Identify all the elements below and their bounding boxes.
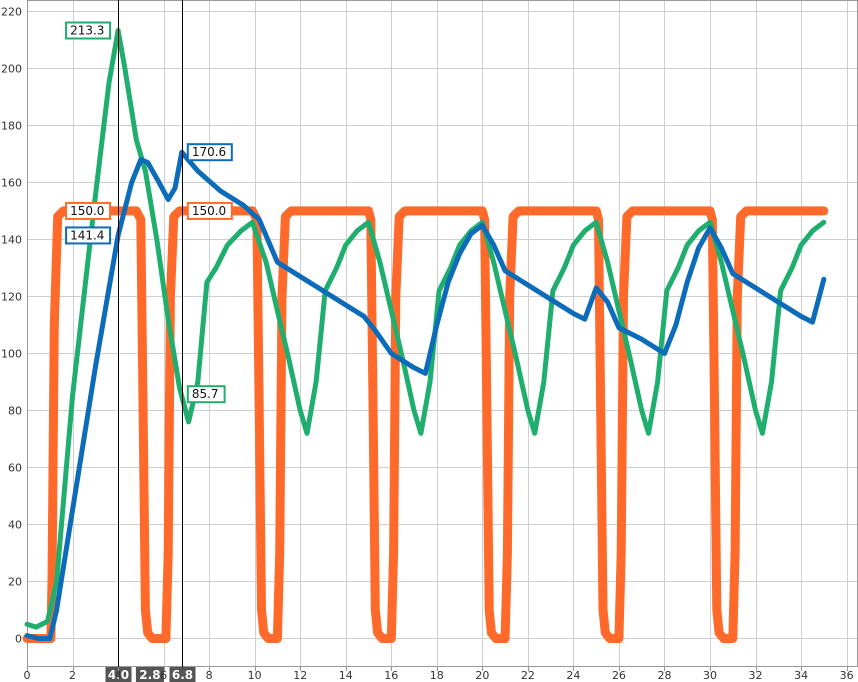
x-tick-label: 6 — [160, 669, 167, 682]
annotation-box — [65, 226, 112, 245]
annotation-label: 213.3 — [70, 23, 104, 37]
annotation-label: 170.6 — [192, 145, 226, 159]
x-tick-label: 8 — [206, 669, 213, 682]
value-annotation: 213.3 — [65, 21, 112, 40]
x-tick-label: 16 — [384, 669, 398, 682]
y-tick-label: 120 — [1, 290, 22, 303]
cursor-value-0: 4.0 — [108, 668, 129, 682]
x-tick-label: 0 — [24, 669, 31, 682]
x-tick-label: 10 — [248, 669, 262, 682]
x-tick-label: 20 — [475, 669, 489, 682]
value-annotation: 150.0 — [65, 201, 112, 220]
y-tick-label: 220 — [1, 5, 22, 18]
cursor-delta-badge — [135, 667, 164, 682]
cursor-badge-0[interactable] — [105, 667, 132, 682]
value-annotation: 85.7 — [186, 385, 226, 404]
cursor-delta-value: 2.8 — [139, 668, 160, 682]
series-line-0 — [22, 206, 829, 643]
x-tick-label: 36 — [840, 669, 854, 682]
y-tick-label: 180 — [1, 119, 22, 132]
axis-labels: 0 2 4 6 8 10 12 14 16 18 20 22 24 26 28 30 32 34 360204060… — [1, 5, 854, 682]
value-annotation: 170.6 — [186, 143, 233, 162]
y-tick-label: 40 — [8, 518, 22, 531]
series-layer — [22, 28, 829, 643]
y-tick-label: 0 — [15, 632, 22, 645]
x-tick-label: 4 — [115, 669, 122, 682]
annotation-box — [186, 201, 233, 220]
x-tick-label: 12 — [293, 669, 307, 682]
annotation-box — [186, 143, 233, 162]
y-tick-label: 160 — [1, 176, 22, 189]
annotation-label: 85.7 — [192, 387, 219, 401]
annotation-box — [65, 201, 112, 220]
x-tick-label: 22 — [521, 669, 535, 682]
series-line-2 — [24, 149, 827, 641]
x-tick-label: 14 — [339, 669, 353, 682]
y-tick-label: 140 — [1, 233, 22, 246]
cursor-value-1: 6.8 — [172, 668, 193, 682]
x-tick-label: 2 — [69, 669, 76, 682]
annotation-label: 150.0 — [192, 204, 226, 218]
value-annotation: 150.0 — [186, 201, 233, 220]
annotation-label: 150.0 — [70, 204, 104, 218]
x-tick-label: 28 — [657, 669, 671, 682]
y-tick-label: 100 — [1, 347, 22, 360]
x-tick-label: 30 — [703, 669, 717, 682]
x-tick-label: 24 — [566, 669, 580, 682]
value-annotation: 141.4 — [65, 226, 112, 245]
x-tick-label: 26 — [612, 669, 626, 682]
x-tick-label: 18 — [430, 669, 444, 682]
cursor-layer[interactable]: 4.0 6.8 2.8 — [105, 0, 196, 682]
y-tick-label: 80 — [8, 404, 22, 417]
x-tick-label: 34 — [794, 669, 808, 682]
annotation-label: 141.4 — [70, 228, 104, 242]
annotation-box — [65, 21, 112, 40]
cursor-badge-1[interactable] — [169, 667, 196, 682]
annotation-box — [186, 385, 226, 404]
x-tick-label: 32 — [749, 669, 763, 682]
y-tick-label: 60 — [8, 461, 22, 474]
annotation-layer: 213.3 150.0 141.4 170.6 150.0 85.7 — [65, 21, 233, 404]
y-tick-label: 200 — [1, 62, 22, 75]
y-tick-label: 20 — [8, 575, 22, 588]
